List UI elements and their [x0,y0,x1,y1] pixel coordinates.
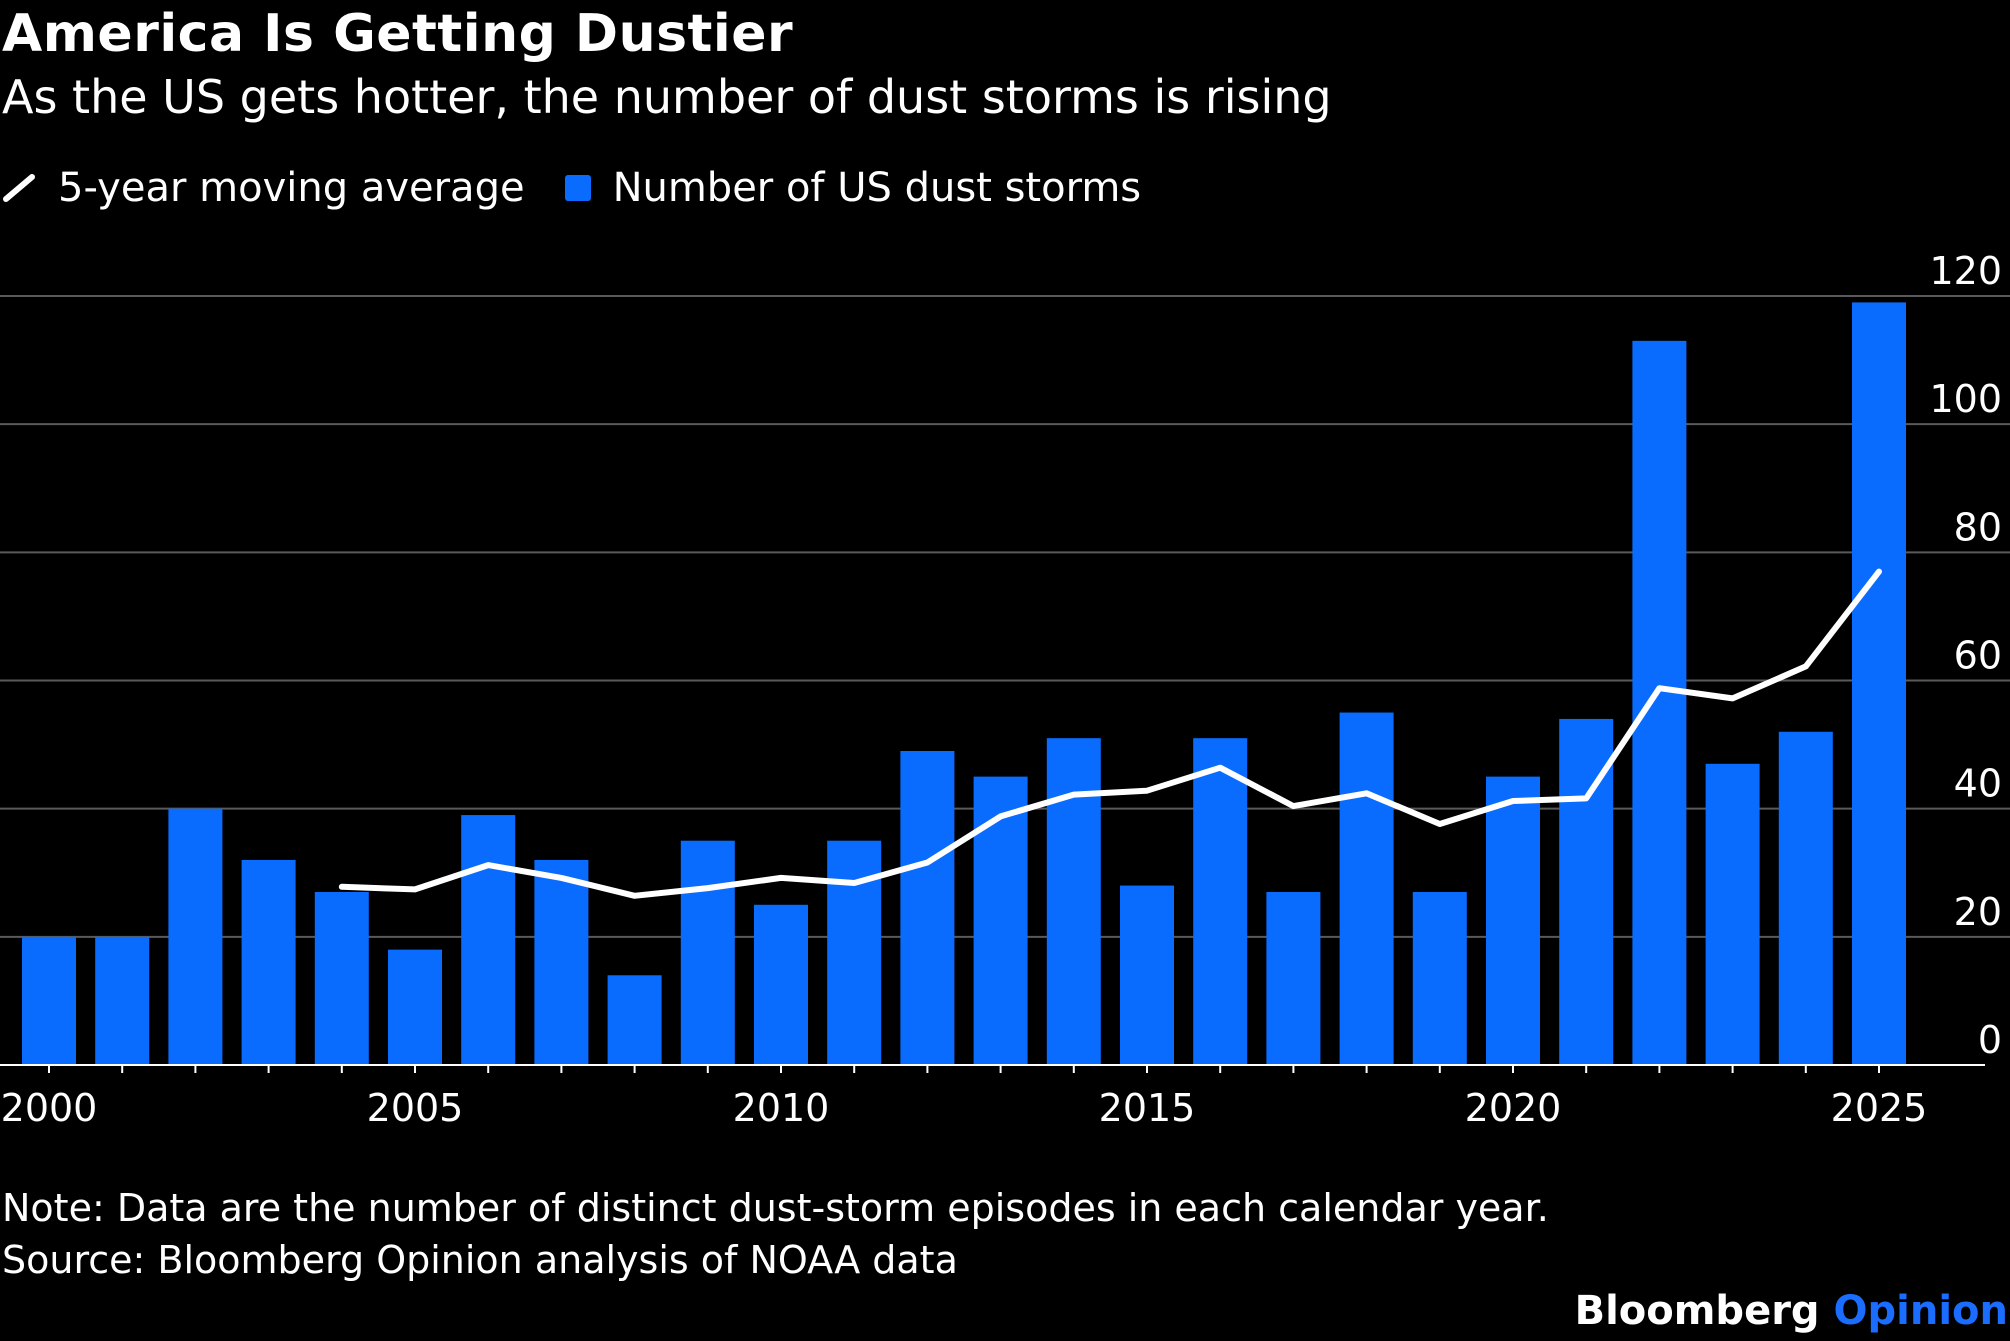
moving-average-line [338,568,1882,899]
line-swatch-icon [3,174,35,202]
x-axis-labels: 2000 2005 2010 2015 2020 2025 [1,1086,1928,1130]
y-axis-labels: 0 20 40 60 80 100 120 [1929,249,2002,1062]
x-tick-label: 2015 [1099,1086,1196,1130]
legend-label-dust-storms: Number of US dust storms [612,165,1142,211]
bar-2012 [900,750,955,1065]
bar-2001 [95,936,150,1065]
bar-2002 [168,808,223,1065]
bar-layer [22,302,1906,1065]
bar-2017 [1266,891,1321,1065]
bar-2000 [22,936,76,1065]
x-tick-label: 2010 [733,1086,830,1130]
y-tick-label: 60 [1954,634,2002,678]
bar-2022 [1632,340,1687,1065]
y-tick-label: 20 [1954,890,2002,934]
x-axis [0,1064,1985,1073]
legend-item-dust-storms: Number of US dust storms [564,165,1142,211]
legend-item-moving-average: 5-year moving average [2,165,525,211]
bar-2019 [1412,891,1467,1065]
bar-2003 [241,859,296,1065]
bar-2006 [461,815,516,1065]
chart-source: Source: Bloomberg Opinion analysis of NO… [2,1238,958,1282]
y-tick-label: 0 [1978,1018,2002,1062]
bar-swatch-icon [564,175,591,201]
bar-2008 [607,975,662,1065]
brand-logo: Bloomberg Opinion [1575,1288,2008,1334]
x-tick-label: 2005 [367,1086,464,1130]
brand-primary: Bloomberg [1574,1288,1820,1334]
y-tick-label: 100 [1929,377,2002,421]
brand-secondary: Opinion [1833,1288,2009,1334]
y-tick-label: 120 [1929,249,2002,293]
chart-note: Note: Data are the number of distinct du… [2,1186,1549,1230]
bar-2020 [1486,776,1540,1065]
bar-2004 [314,891,369,1065]
x-tick-label: 2000 [1,1086,98,1130]
legend: 5-year moving average Number of US dust … [2,163,1141,213]
bar-2024 [1778,731,1833,1065]
bar-2009 [680,840,735,1065]
bar-2010 [754,904,808,1065]
y-tick-label: 40 [1954,762,2002,806]
bar-2015 [1120,885,1174,1065]
x-tick-label: 2020 [1465,1086,1562,1130]
bar-2007 [534,859,589,1065]
bar-2005 [388,949,442,1065]
x-tick-label: 2025 [1831,1086,1928,1130]
line-layer [338,568,1882,899]
bar-2014 [1046,738,1101,1065]
chart-subtitle: As the US gets hotter, the number of dus… [2,70,1332,124]
legend-label-moving-average: 5-year moving average [58,165,525,211]
bar-2018 [1339,712,1394,1065]
y-tick-label: 80 [1954,505,2002,549]
bar-2025 [1852,302,1906,1065]
bar-line-chart: 0 20 40 60 80 100 120 2000 2005 2010 2015 2020 2025 [0,249,2010,1130]
chart-title: America Is Getting Dustier [2,4,794,64]
bar-2011 [827,840,882,1065]
bar-2016 [1193,738,1248,1065]
bar-2023 [1705,763,1760,1065]
